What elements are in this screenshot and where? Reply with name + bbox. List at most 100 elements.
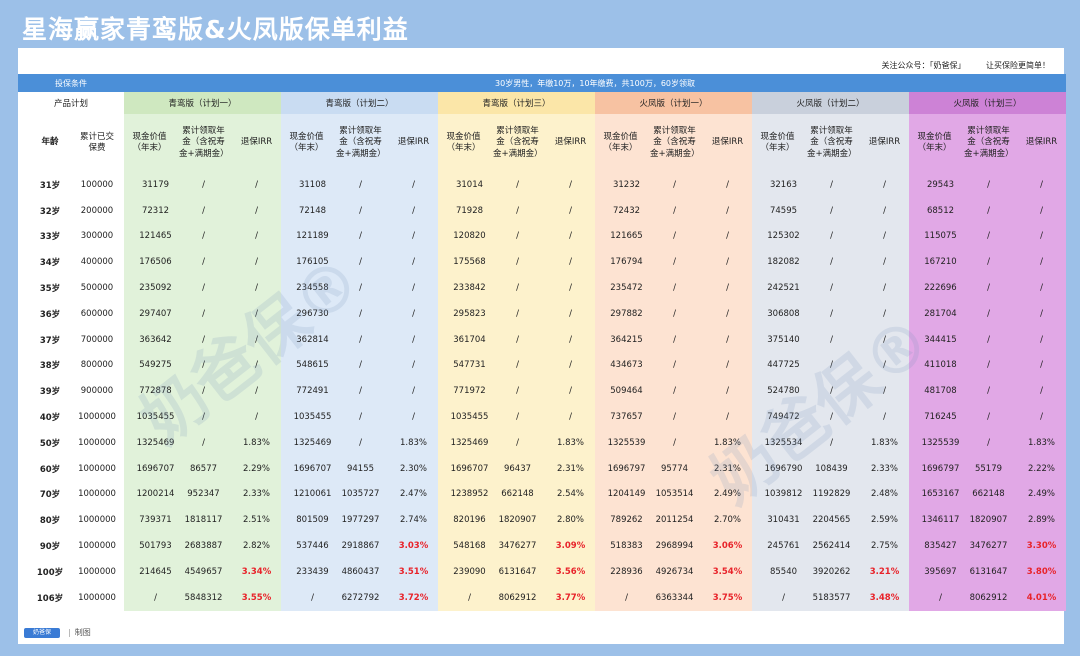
- irr-cell: 2.70%: [703, 507, 752, 534]
- annuity-cell: /: [175, 404, 232, 430]
- cash-value-cell: 310431: [752, 507, 803, 534]
- irr-cell: /: [860, 275, 909, 301]
- irr-cell: 1.83%: [703, 429, 752, 456]
- cash-value-cell: 222696: [909, 275, 960, 301]
- annuity-cell: 6363344: [646, 584, 703, 611]
- cash-value-cell: 182082: [752, 249, 803, 276]
- cash-value-cell: 121189: [281, 223, 332, 250]
- irr-cell: /: [703, 197, 752, 224]
- cash-value-cell: 1325539: [595, 429, 646, 456]
- cash-value-cell: 789262: [595, 507, 646, 534]
- paid-cell: 1000000: [78, 541, 116, 552]
- cash-value-cell: 72148: [281, 197, 332, 224]
- age-cell: 37岁: [39, 335, 61, 346]
- irr-cell: /: [232, 326, 281, 353]
- cash-value-cell: 739371: [124, 507, 175, 534]
- cash-value-cell: 115075: [909, 223, 960, 250]
- annuity-cell: /: [803, 352, 860, 379]
- annuity-cell: /: [489, 223, 546, 250]
- annuity-cell: /: [489, 378, 546, 405]
- cash-value-cell: 364215: [595, 326, 646, 353]
- age-cell: 70岁: [39, 490, 61, 501]
- age-cell: 35岁: [39, 284, 61, 295]
- cash-value-cell: 1238952: [438, 481, 489, 508]
- irr-cell: /: [1017, 352, 1067, 379]
- cash-value-cell: 737657: [595, 404, 646, 430]
- annuity-cell: 1192829: [803, 481, 860, 508]
- cash-value-cell: 549275: [124, 352, 175, 379]
- page-title: 星海赢家青鸾版&火凤版保单利益: [22, 15, 409, 44]
- irr-header-6: 退保IRR: [1017, 114, 1067, 172]
- cash-value-cell: 167210: [909, 249, 960, 276]
- cash-value-cell: 245761: [752, 533, 803, 559]
- annuity-cell: /: [646, 249, 703, 276]
- annuity-cell: /: [646, 326, 703, 353]
- irr-cell: 2.30%: [389, 455, 438, 482]
- annuity-cell: /: [175, 197, 232, 224]
- cash-value-cell: 509464: [595, 378, 646, 405]
- cash-value-cell: 235472: [595, 275, 646, 301]
- irr-cell: 2.51%: [232, 507, 281, 534]
- irr-cell: /: [860, 172, 909, 198]
- annuity-cell: /: [175, 378, 232, 405]
- age-cell: 39岁: [39, 387, 61, 398]
- cash-value-cell: 1325469: [124, 429, 175, 456]
- annuity-cell: 8062912: [489, 584, 546, 611]
- cash-value-cell: 31179: [124, 172, 175, 198]
- annuity-cell: /: [960, 223, 1017, 250]
- irr-cell: /: [389, 326, 438, 353]
- cash-value-cell: 121465: [124, 223, 175, 250]
- irr-cell: /: [232, 378, 281, 405]
- annuity-cell: /: [175, 275, 232, 301]
- annuity-cell: 1820907: [489, 507, 546, 534]
- annuity-cell: /: [646, 404, 703, 430]
- table-row: 31岁 100000 31179//31108//31014//31232//321…: [18, 172, 1067, 198]
- irr-cell: 2.75%: [860, 533, 909, 559]
- table-row: 34岁 400000 176506//176105//175568//176794/…: [18, 249, 1067, 276]
- follow-account: 关注公众号：「奶爸保」: [881, 61, 966, 70]
- irr-cell: 3.30%: [1017, 533, 1067, 559]
- irr-cell: /: [703, 352, 752, 379]
- age-cell: 100岁: [36, 567, 64, 578]
- cash-value-cell: 120820: [438, 223, 489, 250]
- cash-value-cell: 1696707: [281, 455, 332, 482]
- annuity-cell: /: [960, 249, 1017, 276]
- annuity-cell: /: [332, 223, 389, 250]
- annuity-cell: 6131647: [960, 558, 1017, 585]
- paid-cell: 800000: [80, 360, 114, 371]
- irr-cell: 2.80%: [546, 507, 595, 534]
- annuity-cell: 55179: [960, 455, 1017, 482]
- cash-value-cell: 363642: [124, 326, 175, 353]
- irr-cell: 1.83%: [389, 429, 438, 456]
- annuity-cell: /: [803, 429, 860, 456]
- cash-value-cell: 176794: [595, 249, 646, 276]
- annuity-cell: /: [332, 352, 389, 379]
- cash-value-cell: 524780: [752, 378, 803, 405]
- cash-value-cell: /: [909, 584, 960, 611]
- cash-value-cell: 31014: [438, 172, 489, 198]
- annuity-cell: 95774: [646, 455, 703, 482]
- cash-value-cell: 1035455: [124, 404, 175, 430]
- annuity-cell: /: [960, 275, 1017, 301]
- age-cell: 34岁: [39, 258, 61, 269]
- annuity-cell: /: [332, 172, 389, 198]
- cash-value-cell: 1210061: [281, 481, 332, 508]
- cash-value-header-3: 现金价值（年末）: [438, 114, 489, 172]
- irr-cell: 3.21%: [860, 558, 909, 585]
- cash-value-cell: 1346117: [909, 507, 960, 534]
- age-cell: 33岁: [39, 232, 61, 243]
- irr-cell: 2.59%: [860, 507, 909, 534]
- annuity-cell: 3476277: [960, 533, 1017, 559]
- annuity-cell: 1053514: [646, 481, 703, 508]
- cash-value-cell: 771972: [438, 378, 489, 405]
- irr-cell: /: [703, 249, 752, 276]
- irr-cell: 2.31%: [546, 455, 595, 482]
- table-row: 60岁 1000000 1696707 86577 2.29% 1696707 94155 2…: [18, 455, 1067, 482]
- cash-value-cell: 1696797: [595, 455, 646, 482]
- annuity-cell: 5183577: [803, 584, 860, 611]
- table-row: 106岁 1000000/5848312 3.55%/6272792 3.72%/80…: [18, 584, 1067, 611]
- age-cell: 31岁: [39, 180, 61, 191]
- cash-value-cell: 518383: [595, 533, 646, 559]
- paid-cell: 500000: [80, 283, 114, 294]
- annuity-cell: 2968994: [646, 533, 703, 559]
